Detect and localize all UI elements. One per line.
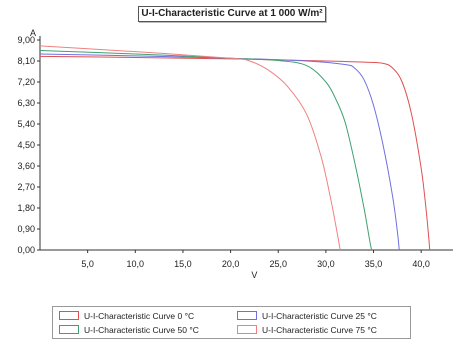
legend-label-50c: U-I-Characteristic Curve 50 °C [84,324,199,335]
y-tick-label: 4,50 [17,140,35,150]
legend-label-75c: U-I-Characteristic Curve 75 °C [262,324,377,335]
y-tick-label: 0,90 [17,224,35,234]
series-line-2 [39,50,373,251]
x-tick-label: 40,0 [412,259,430,269]
chart-axes [37,36,453,253]
y-axis-label: A [30,28,36,38]
legend-item-50c: U-I-Characteristic Curve 50 °C [59,323,199,336]
x-tick-label: 10,0 [127,259,145,269]
legend-item-25c: U-I-Characteristic Curve 25 °C [237,309,377,322]
y-tick-label: 7,20 [17,77,35,87]
series-line-0 [39,55,431,251]
y-tick-label: 8,10 [17,56,35,66]
legend-swatch-50c [59,325,79,334]
chart-tick-labels: 0,00 0,90 1,80 2,70 3,60 4,50 5,40 6,30 7,20 8,10… [17,28,429,280]
y-tick-label: 2,70 [17,182,35,192]
legend-swatch-0c [59,311,79,320]
legend-swatch-75c [237,325,257,334]
x-tick-label: 20,0 [222,259,240,269]
y-tick-label: 1,80 [17,203,35,213]
x-tick-label: 5,0 [81,259,94,269]
x-axis-label: V [251,270,257,280]
legend-item-0c: U-I-Characteristic Curve 0 °C [59,309,194,322]
chart-legend: U-I-Characteristic Curve 0 °C U-I-Charac… [52,306,411,339]
chart-title: U-I-Characteristic Curve at 1 000 W/m² [138,6,326,22]
legend-label-25c: U-I-Characteristic Curve 25 °C [262,310,377,321]
x-tick-label: 15,0 [174,259,192,269]
y-tick-label: 3,60 [17,161,35,171]
legend-label-0c: U-I-Characteristic Curve 0 °C [84,310,195,321]
y-tick-label: 6,30 [17,98,35,108]
series-line-1 [39,53,400,251]
x-tick-label: 30,0 [317,259,335,269]
x-tick-label: 25,0 [269,259,287,269]
series-line-3 [39,45,341,251]
legend-item-75c: U-I-Characteristic Curve 75 °C [237,323,377,336]
x-tick-label: 35,0 [365,259,383,269]
y-tick-label: 0,00 [17,245,35,255]
y-tick-label: 9,00 [17,35,35,45]
y-tick-label: 5,40 [17,119,35,129]
legend-swatch-25c [237,311,257,320]
chart-series [39,45,431,251]
chart-plot: 0,00 0,90 1,80 2,70 3,60 4,50 5,40 6,30 7,20 8,10… [17,28,453,280]
